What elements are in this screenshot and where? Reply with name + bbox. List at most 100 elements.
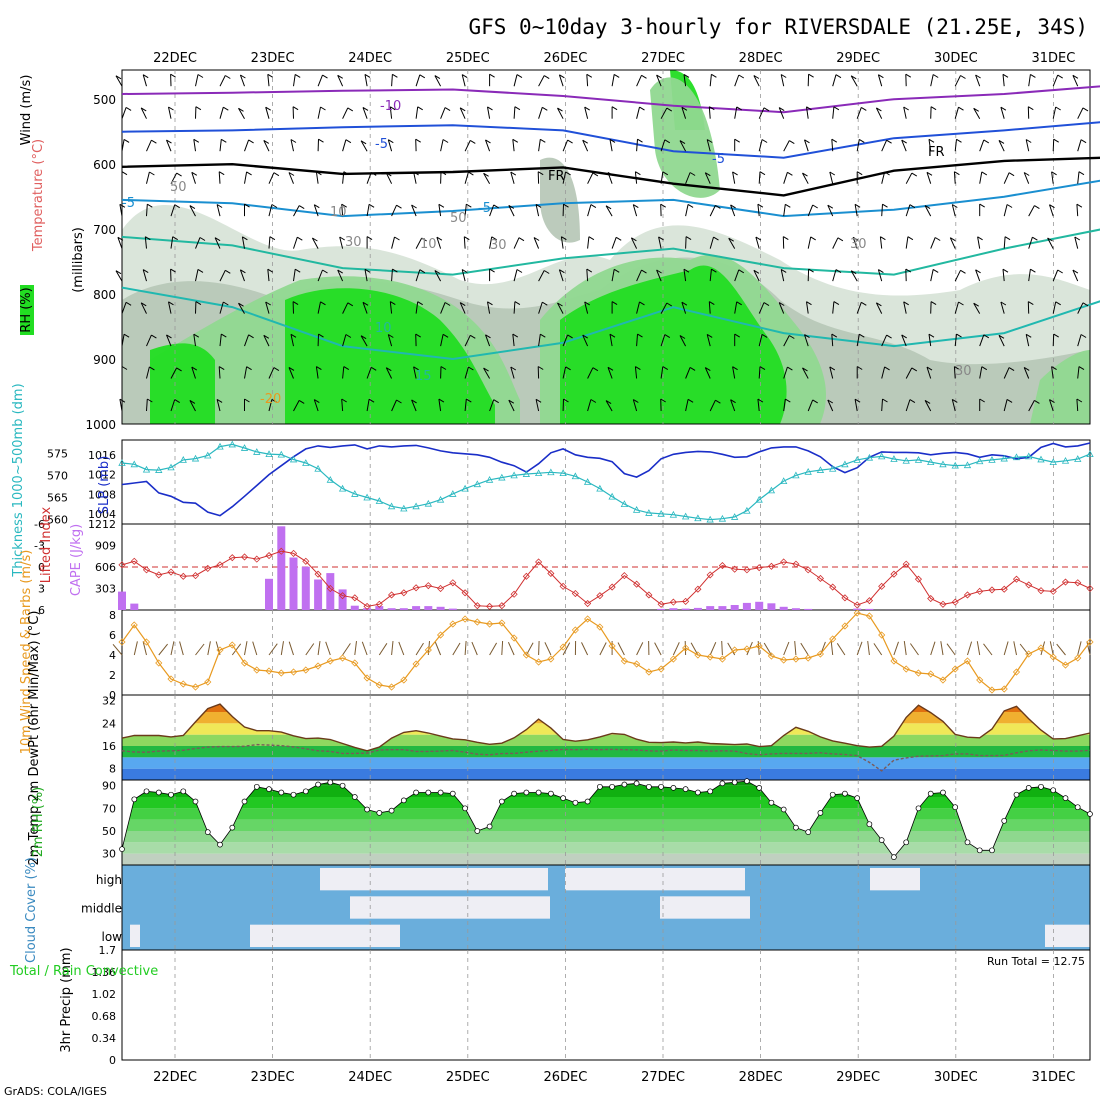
wind-barb — [366, 367, 372, 379]
wind-speed-point — [130, 621, 138, 629]
wind-barb — [311, 237, 319, 249]
wind-barb — [1003, 236, 1006, 249]
wind-barb-flag — [932, 74, 939, 78]
wind-barb-flag — [461, 269, 468, 273]
wind-barb — [852, 237, 858, 249]
wind-barb — [195, 237, 201, 249]
wind-speed-point — [510, 634, 518, 642]
wind-barb-flag — [827, 204, 834, 209]
contour-label: -5 — [478, 201, 491, 216]
wind-barb — [313, 204, 319, 217]
lifted-point — [228, 554, 236, 562]
wind-barb-flag — [884, 366, 890, 371]
wind-barb — [1049, 204, 1054, 217]
cape-bar — [742, 602, 751, 610]
cape-bar — [314, 579, 323, 610]
wind-barb — [683, 74, 687, 87]
rh-point — [425, 789, 432, 796]
wind-barb — [979, 334, 985, 347]
wind-barb-flag — [337, 74, 343, 79]
lifted-point — [253, 555, 261, 563]
temp-tick-label: 32 — [102, 695, 116, 708]
wind-barb-flag — [563, 398, 569, 403]
wind-barb-flag — [1000, 106, 1007, 111]
wind-barb-flag — [833, 301, 840, 306]
wind-barb — [315, 366, 319, 379]
date-label-top: 24DEC — [348, 51, 392, 66]
surface-wind-barb — [501, 640, 504, 656]
wind-barb — [557, 302, 564, 314]
cloud-patch — [320, 868, 548, 891]
wind-barb-flag — [981, 366, 988, 371]
wind-barb-flag — [537, 366, 544, 370]
wind-speed-point — [167, 675, 175, 683]
wind-barb-flag — [174, 204, 180, 209]
wind-barb-flag — [388, 334, 394, 338]
surface-wind-barb — [581, 642, 589, 656]
cape-bar — [301, 566, 310, 610]
wind-barb-flag — [903, 106, 909, 111]
wind-barb-flag — [759, 366, 766, 371]
wind-barb — [856, 107, 862, 119]
wind-barb — [806, 301, 809, 314]
wind-barb — [587, 204, 592, 217]
thickness-point — [804, 467, 812, 475]
wind-barb-flag — [1023, 172, 1030, 176]
wind-barb — [1002, 74, 1005, 87]
wind-barb-flag — [605, 205, 612, 210]
wind-barb — [704, 172, 711, 184]
rh-point — [204, 829, 211, 835]
thickness-point — [755, 495, 763, 503]
wind-barb-flag — [956, 138, 962, 143]
wind-barb-flag — [1082, 302, 1089, 307]
wind-barb — [734, 74, 740, 87]
rh-point — [143, 788, 150, 795]
wind-barb-flag — [977, 236, 983, 241]
wind-barb — [734, 301, 738, 314]
wind-barb — [709, 205, 716, 217]
wind-barb — [440, 107, 446, 119]
wind-barb — [440, 139, 444, 152]
surface-wind-barb — [1019, 643, 1030, 656]
wind-barb — [413, 366, 417, 379]
surface-wind-barb — [672, 642, 680, 656]
wind-barb — [636, 106, 640, 119]
wind-barb — [288, 172, 294, 184]
precip-tick-label: 1.7 — [99, 944, 117, 957]
wind-barb — [535, 399, 540, 412]
wind-barb-flag — [364, 73, 371, 78]
wind-barb-flag — [561, 236, 567, 241]
wind-barb-flag — [757, 203, 764, 208]
wind-speed-point — [351, 659, 359, 667]
wind-barb-flag — [662, 366, 669, 371]
cape-bar — [730, 605, 739, 610]
wind-barb-flag — [218, 171, 225, 176]
rh-tick-label: 90 — [102, 780, 116, 793]
lifted-tick-label: 3 — [38, 583, 45, 596]
wind-barb — [146, 171, 150, 184]
lifted-point — [277, 547, 285, 555]
wind-barb-flag — [789, 140, 795, 145]
wind-barb-flag — [713, 236, 719, 241]
lifted-point — [1037, 587, 1045, 595]
cape-bar — [436, 606, 445, 610]
wind-barb — [265, 107, 270, 119]
wind-barb-flag — [730, 399, 736, 404]
wind-barb-flag — [290, 139, 297, 143]
wind-barb — [930, 269, 934, 282]
wind-barb — [783, 366, 788, 379]
wind-barb-flag — [415, 333, 421, 338]
wind-barb-flag — [1053, 333, 1059, 338]
wind-barb — [391, 204, 397, 217]
rh-point — [927, 790, 934, 797]
rh-axis-label: RH (%) — [19, 287, 34, 332]
wind-speed-point — [461, 615, 469, 623]
rh-band — [122, 831, 1090, 843]
wind-speed-line — [121, 612, 1091, 691]
thickness-point — [939, 460, 947, 468]
wind-barb-flag — [711, 73, 717, 78]
date-label-top: 28DEC — [739, 51, 783, 66]
thickness-point — [681, 512, 690, 520]
rh-point — [278, 789, 285, 796]
wind-speed-point — [853, 609, 861, 617]
